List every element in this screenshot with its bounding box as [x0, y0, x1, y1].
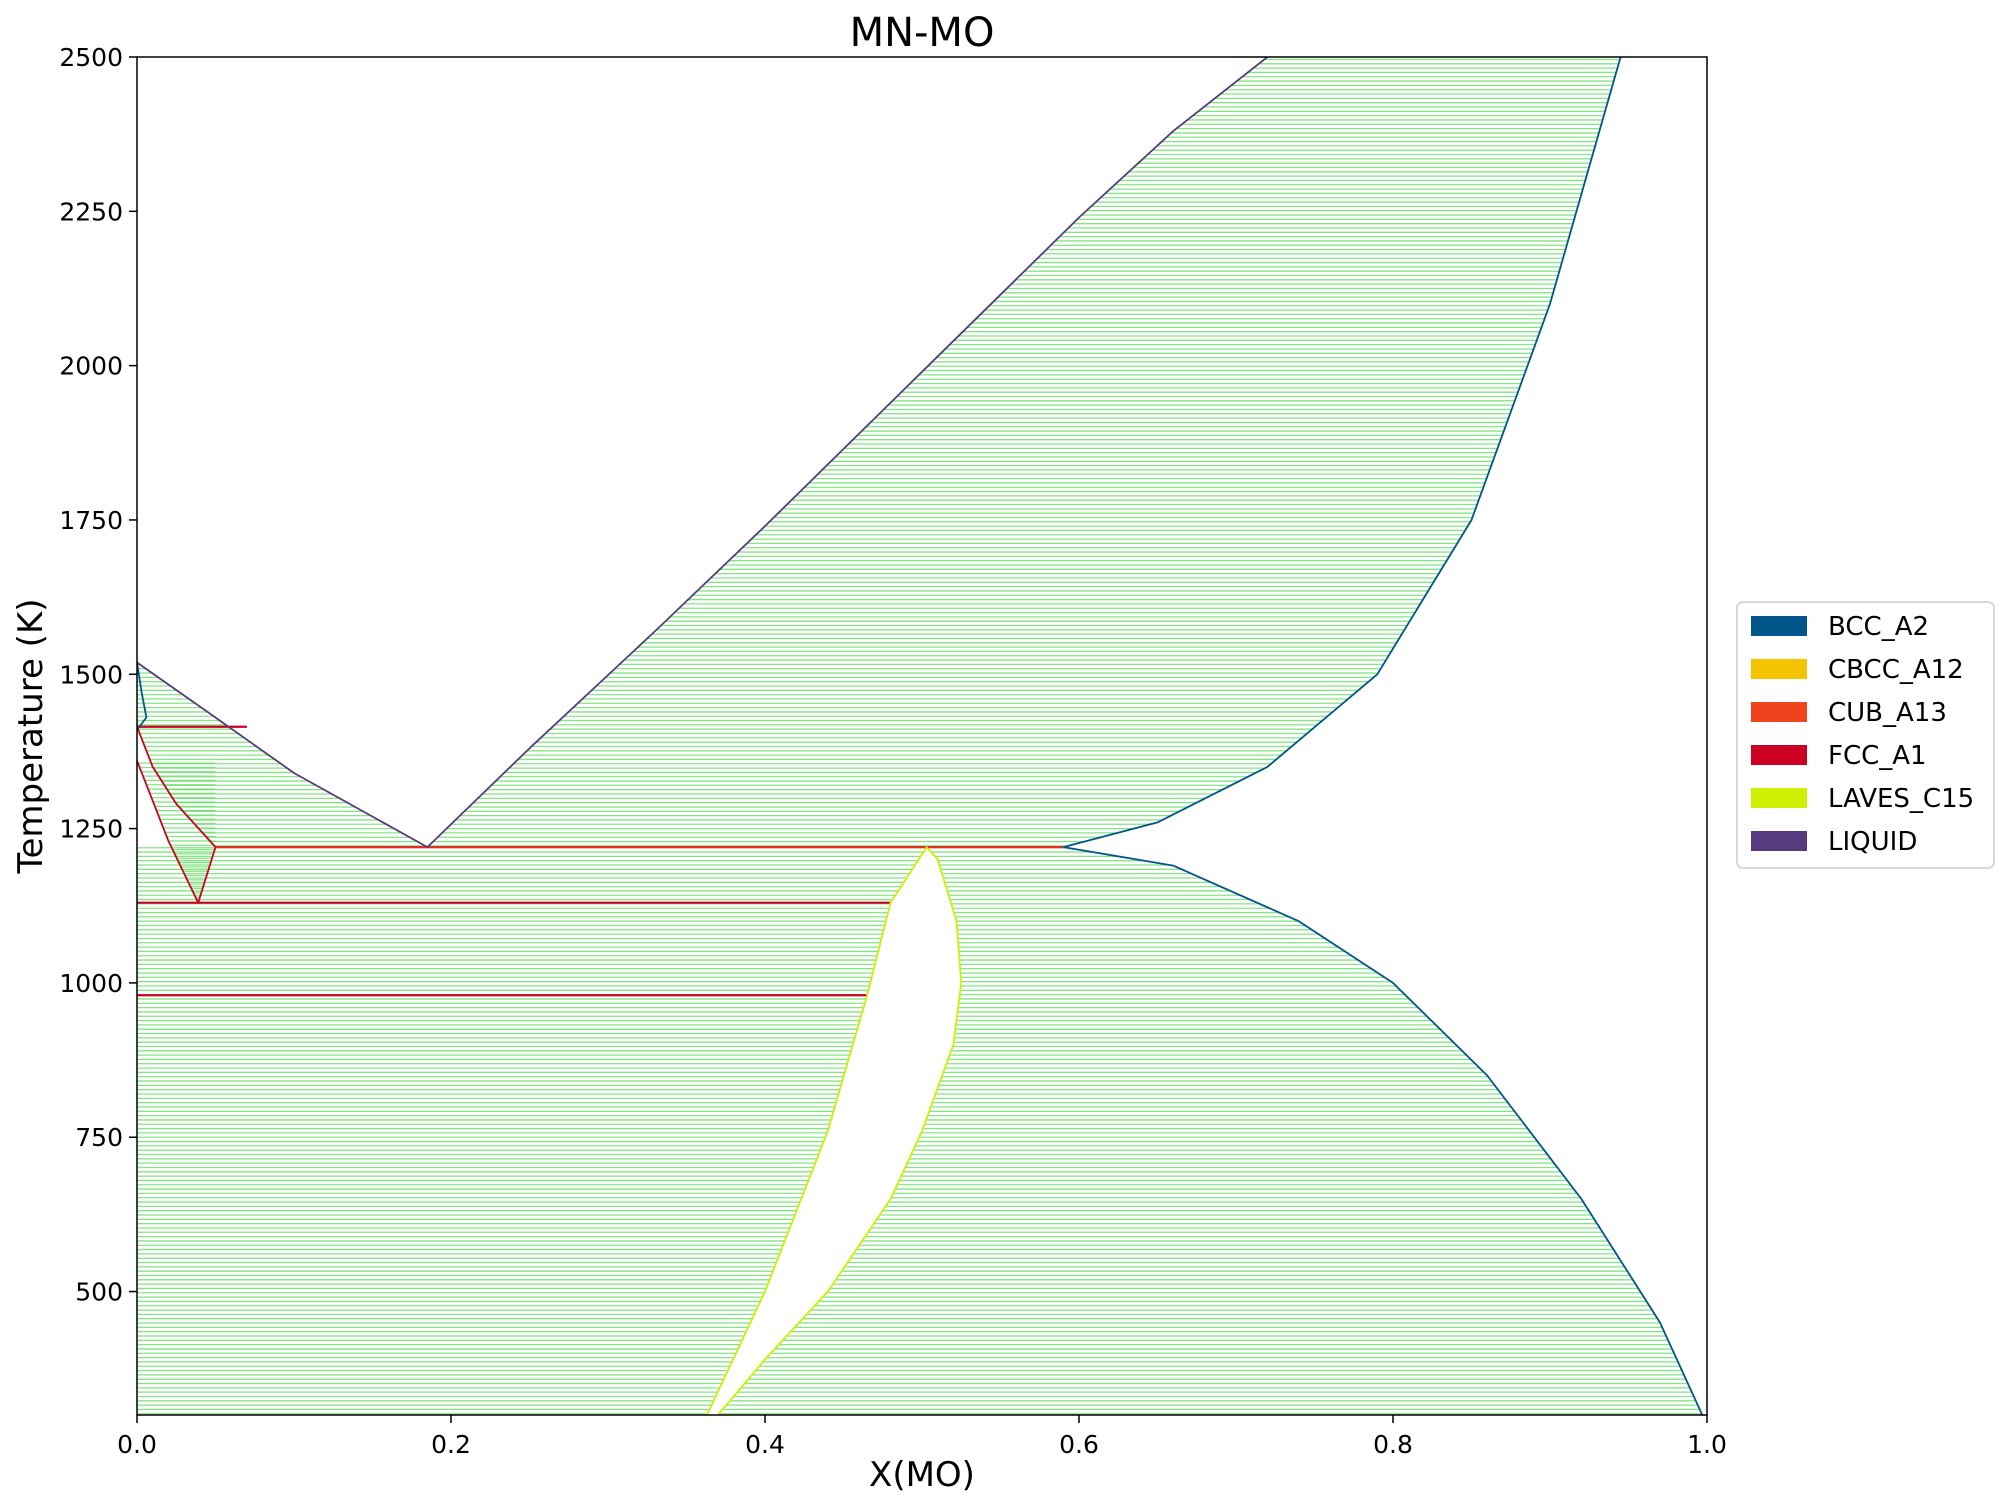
legend-swatch: [1751, 616, 1807, 636]
region-cub-a13-laves-c15: [137, 847, 927, 1415]
legend-label: BCC_A2: [1828, 612, 1929, 642]
region-laves-c15-bcc-a2: [718, 847, 1702, 1415]
plot-frame: [136, 56, 1708, 1416]
x-tick-label: 0.6: [1059, 1430, 1099, 1459]
y-tick-label: 1250: [59, 815, 123, 844]
y-tick-label: 2000: [59, 352, 123, 381]
y-axis-ticks: 500 750 1000 1250 1500 1750 2000 2250 2500: [59, 43, 137, 1307]
legend-swatch: [1751, 831, 1807, 851]
boundary-laves-c15: [706, 846, 963, 1415]
x-tick-label: 0.2: [431, 1430, 471, 1459]
x-axis-label: X(MO): [869, 1455, 975, 1495]
y-tick-label: 1000: [59, 969, 123, 998]
x-tick-label: 0.0: [117, 1430, 157, 1459]
y-axis-label: Temperature (K): [11, 598, 51, 874]
two-phase-regions: [137, 58, 1702, 1415]
phase-boundaries: [137, 57, 1704, 1415]
legend: BCC_A2 CBCC_A12 CUB_A13 FCC_A1 LAVES_C15 LIQU…: [1736, 601, 1995, 869]
legend-swatch: [1751, 788, 1807, 808]
x-tick-label: 0.4: [745, 1430, 785, 1459]
y-tick-label: 2250: [59, 197, 123, 226]
legend-label: FCC_A1: [1828, 741, 1927, 771]
boundary-bcc-a2: [1063, 57, 1622, 848]
boundary-liquid: [137, 57, 1268, 848]
y-tick-label: 1500: [59, 660, 123, 689]
x-tick-label: 0.8: [1373, 1430, 1413, 1459]
x-tick-label: 1.0: [1687, 1430, 1727, 1459]
region-fcc-a1-cub-a13: [137, 762, 216, 903]
y-tick-label: 500: [75, 1278, 123, 1307]
legend-label: LAVES_C15: [1828, 784, 1974, 814]
x-axis-ticks: 0.0 0.2 0.4 0.6 0.8 1.0: [117, 1415, 1727, 1459]
region-liquid-bcc-a2: [428, 58, 1620, 847]
boundary-bcc-a2: [1063, 846, 1704, 1415]
y-tick-label: 1750: [59, 506, 123, 535]
legend-swatch: [1751, 745, 1807, 765]
chart-title: MN-MO: [850, 10, 995, 56]
boundary-fcc-a1: [137, 726, 217, 848]
region-liquid-fcc-a1: [137, 663, 426, 847]
legend-label: CBCC_A12: [1828, 655, 1964, 685]
legend-swatch: [1751, 659, 1807, 679]
legend-label: LIQUID: [1828, 827, 1917, 857]
boundary-bcc-a2: [137, 662, 148, 731]
legend-label: CUB_A13: [1828, 698, 1947, 728]
legend-swatch: [1751, 702, 1807, 722]
y-tick-label: 750: [75, 1123, 123, 1152]
boundary-fcc-a1: [137, 760, 217, 904]
y-tick-label: 2500: [59, 43, 123, 72]
